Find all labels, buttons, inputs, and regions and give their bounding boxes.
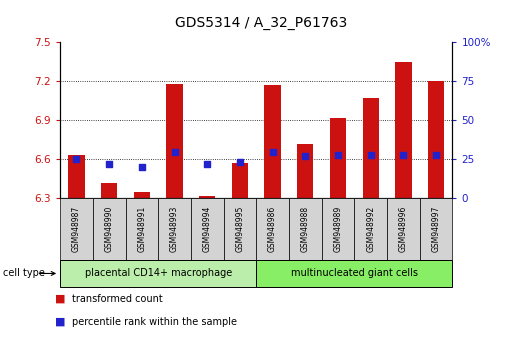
Point <box>268 149 277 154</box>
Text: GSM948986: GSM948986 <box>268 206 277 252</box>
Point <box>138 164 146 170</box>
Point <box>203 161 211 167</box>
Bar <box>199 196 215 198</box>
Bar <box>93 198 126 260</box>
Point <box>236 160 244 165</box>
Text: ■: ■ <box>55 294 65 304</box>
Point <box>367 152 375 158</box>
Text: multinucleated giant cells: multinucleated giant cells <box>291 268 418 279</box>
Bar <box>419 198 452 260</box>
Text: GSM948997: GSM948997 <box>431 206 440 252</box>
Point <box>170 149 179 154</box>
Bar <box>60 198 93 260</box>
Bar <box>362 98 379 198</box>
Bar <box>256 260 452 287</box>
Bar <box>60 260 256 287</box>
Text: cell type: cell type <box>3 268 44 279</box>
Bar <box>256 198 289 260</box>
Bar <box>330 118 346 198</box>
Point <box>334 152 342 158</box>
Bar <box>126 198 158 260</box>
Text: percentile rank within the sample: percentile rank within the sample <box>72 317 236 327</box>
Text: GSM948987: GSM948987 <box>72 206 81 252</box>
Text: GSM948988: GSM948988 <box>301 206 310 252</box>
Text: GDS5314 / A_32_P61763: GDS5314 / A_32_P61763 <box>175 16 348 30</box>
Bar <box>224 198 256 260</box>
Bar <box>158 198 191 260</box>
Text: GSM948996: GSM948996 <box>399 206 408 252</box>
Text: GSM948989: GSM948989 <box>334 206 343 252</box>
Point <box>301 153 310 159</box>
Bar <box>395 62 412 198</box>
Point <box>105 161 113 167</box>
Bar <box>428 81 444 198</box>
Bar <box>232 163 248 198</box>
Text: GSM948991: GSM948991 <box>138 206 146 252</box>
Text: GSM948995: GSM948995 <box>235 206 244 252</box>
Bar <box>166 84 183 198</box>
Bar <box>134 192 150 198</box>
Text: GSM948994: GSM948994 <box>203 206 212 252</box>
Point <box>72 156 81 162</box>
Text: GSM948990: GSM948990 <box>105 206 113 252</box>
Bar <box>265 85 281 198</box>
Bar <box>297 144 313 198</box>
Text: GSM948992: GSM948992 <box>366 206 375 252</box>
Bar <box>289 198 322 260</box>
Text: ■: ■ <box>55 317 65 327</box>
Bar <box>355 198 387 260</box>
Bar <box>387 198 419 260</box>
Point <box>399 152 407 158</box>
Bar <box>191 198 224 260</box>
Text: transformed count: transformed count <box>72 294 163 304</box>
Bar <box>101 183 117 198</box>
Text: GSM948993: GSM948993 <box>170 206 179 252</box>
Text: placental CD14+ macrophage: placental CD14+ macrophage <box>85 268 232 279</box>
Point <box>432 152 440 158</box>
Bar <box>69 155 85 198</box>
Bar <box>322 198 355 260</box>
